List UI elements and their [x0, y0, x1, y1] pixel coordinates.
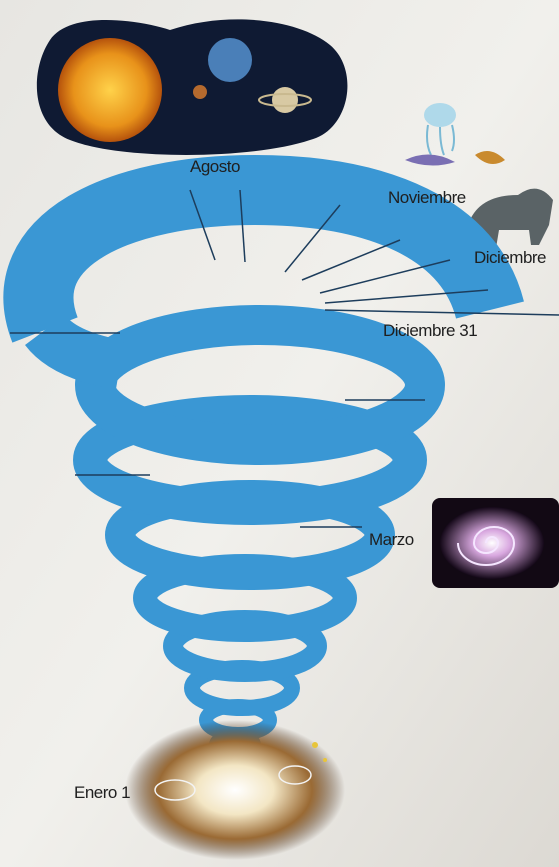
month-label: Diciembre 31 — [383, 321, 477, 340]
month-label: Diciembre — [474, 248, 546, 267]
month-label: Marzo — [369, 530, 414, 549]
month-label: Noviembre — [388, 188, 466, 207]
galaxy-image — [432, 498, 559, 588]
month-label: Enero 1 — [74, 783, 130, 802]
solar-system-image — [37, 19, 348, 155]
month-label: Agosto — [190, 157, 240, 176]
big-bang-image — [125, 720, 345, 860]
page: Agosto Noviembre Diciembre Diciembre 31 … — [0, 0, 559, 867]
